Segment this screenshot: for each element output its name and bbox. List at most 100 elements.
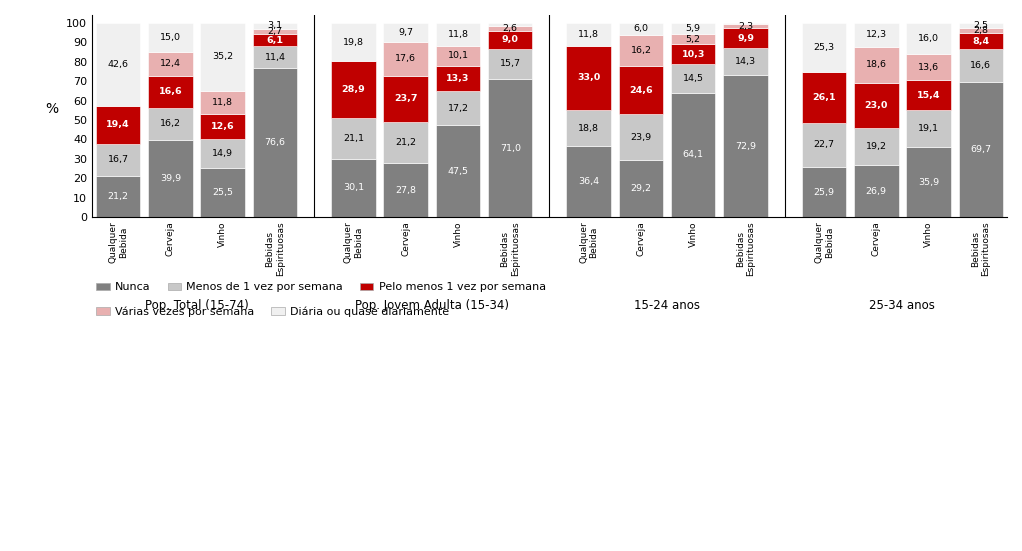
Bar xyxy=(907,23,950,54)
Text: 2,7: 2,7 xyxy=(268,27,282,36)
Text: 19,1: 19,1 xyxy=(918,125,939,133)
Bar xyxy=(724,23,768,24)
Bar xyxy=(435,23,480,46)
Bar xyxy=(383,163,428,217)
Bar xyxy=(959,82,1003,217)
Bar xyxy=(331,118,376,159)
Bar xyxy=(724,48,768,75)
Bar xyxy=(200,23,245,91)
Text: 24,6: 24,6 xyxy=(630,85,653,95)
Bar xyxy=(802,23,846,72)
Bar xyxy=(854,47,898,83)
Text: 10,3: 10,3 xyxy=(682,50,705,59)
Text: 6,1: 6,1 xyxy=(267,36,283,45)
Bar xyxy=(148,52,192,76)
Text: 6,0: 6,0 xyxy=(634,24,649,33)
Text: 30,1: 30,1 xyxy=(342,183,364,192)
Bar xyxy=(566,147,611,217)
Text: 72,9: 72,9 xyxy=(735,142,756,151)
Bar xyxy=(435,91,480,125)
Text: 33,0: 33,0 xyxy=(577,73,600,82)
Bar xyxy=(331,62,376,118)
Bar xyxy=(435,66,480,91)
Text: 3,1: 3,1 xyxy=(268,21,282,30)
Text: 28,9: 28,9 xyxy=(341,85,365,94)
Bar xyxy=(435,125,480,217)
Text: 5,9: 5,9 xyxy=(686,24,701,33)
Bar xyxy=(618,23,663,35)
Bar xyxy=(854,165,898,217)
Text: 17,2: 17,2 xyxy=(448,104,468,112)
Bar xyxy=(383,42,428,76)
Text: 23,9: 23,9 xyxy=(631,133,652,142)
Text: 15-24 anos: 15-24 anos xyxy=(634,299,700,312)
Bar xyxy=(724,75,768,217)
Text: 15,7: 15,7 xyxy=(500,60,521,68)
Text: 11,8: 11,8 xyxy=(448,30,468,39)
Text: 26,1: 26,1 xyxy=(812,93,836,102)
Text: 17,6: 17,6 xyxy=(396,54,416,63)
Bar xyxy=(252,46,297,68)
Bar xyxy=(331,23,376,62)
Text: 21,1: 21,1 xyxy=(343,134,364,143)
Text: 16,6: 16,6 xyxy=(158,88,182,96)
Text: 12,3: 12,3 xyxy=(866,30,887,39)
Text: 64,1: 64,1 xyxy=(683,150,704,159)
Text: 19,4: 19,4 xyxy=(106,120,130,129)
Text: 71,0: 71,0 xyxy=(500,144,521,153)
Bar xyxy=(252,29,297,34)
Bar xyxy=(252,23,297,29)
Text: 16,0: 16,0 xyxy=(918,34,939,43)
Y-axis label: %: % xyxy=(46,102,59,116)
Text: 22,7: 22,7 xyxy=(814,141,835,149)
Bar xyxy=(96,23,140,106)
Text: 35,2: 35,2 xyxy=(213,52,233,62)
Bar xyxy=(724,24,768,29)
Bar xyxy=(252,68,297,217)
Text: 11,8: 11,8 xyxy=(213,98,233,107)
Text: 16,2: 16,2 xyxy=(631,46,651,55)
Text: 5,2: 5,2 xyxy=(686,35,701,44)
Text: 18,6: 18,6 xyxy=(866,60,887,69)
Text: 36,4: 36,4 xyxy=(578,177,599,186)
Bar xyxy=(959,33,1003,50)
Bar xyxy=(566,46,611,110)
Text: 16,6: 16,6 xyxy=(970,61,991,70)
Bar xyxy=(907,54,950,80)
Legend: Várias vezes por semana, Diária ou quase diariamente: Várias vezes por semana, Diária ou quase… xyxy=(92,302,454,322)
Bar xyxy=(489,79,532,217)
Text: Pop. Total (15-74): Pop. Total (15-74) xyxy=(145,299,248,312)
Text: 13,6: 13,6 xyxy=(918,63,939,72)
Bar xyxy=(671,64,715,93)
Text: 69,7: 69,7 xyxy=(970,145,991,154)
Text: 11,4: 11,4 xyxy=(265,53,285,62)
Bar xyxy=(148,76,192,108)
Bar xyxy=(200,168,245,217)
Text: 18,8: 18,8 xyxy=(578,123,599,133)
Bar xyxy=(96,106,140,143)
Bar xyxy=(566,110,611,147)
Bar xyxy=(802,123,846,167)
Text: 25,3: 25,3 xyxy=(814,43,835,52)
Text: 15,0: 15,0 xyxy=(159,33,181,42)
Text: 76,6: 76,6 xyxy=(265,138,285,147)
Text: 16,7: 16,7 xyxy=(107,155,129,164)
Bar xyxy=(907,148,950,217)
Bar xyxy=(959,28,1003,33)
Bar xyxy=(618,160,663,217)
Text: 19,2: 19,2 xyxy=(866,142,887,151)
Bar xyxy=(200,114,245,139)
Text: 9,7: 9,7 xyxy=(399,28,413,37)
Text: 27,8: 27,8 xyxy=(396,186,416,195)
Bar xyxy=(618,35,663,66)
Bar xyxy=(383,122,428,163)
Text: 47,5: 47,5 xyxy=(448,166,468,176)
Text: 2,5: 2,5 xyxy=(973,21,988,30)
Bar xyxy=(802,72,846,123)
Text: 29,2: 29,2 xyxy=(631,185,651,193)
Bar xyxy=(148,108,192,139)
Text: 21,2: 21,2 xyxy=(396,138,416,147)
Bar xyxy=(96,143,140,176)
Bar xyxy=(383,76,428,122)
Text: 9,0: 9,0 xyxy=(502,35,519,45)
